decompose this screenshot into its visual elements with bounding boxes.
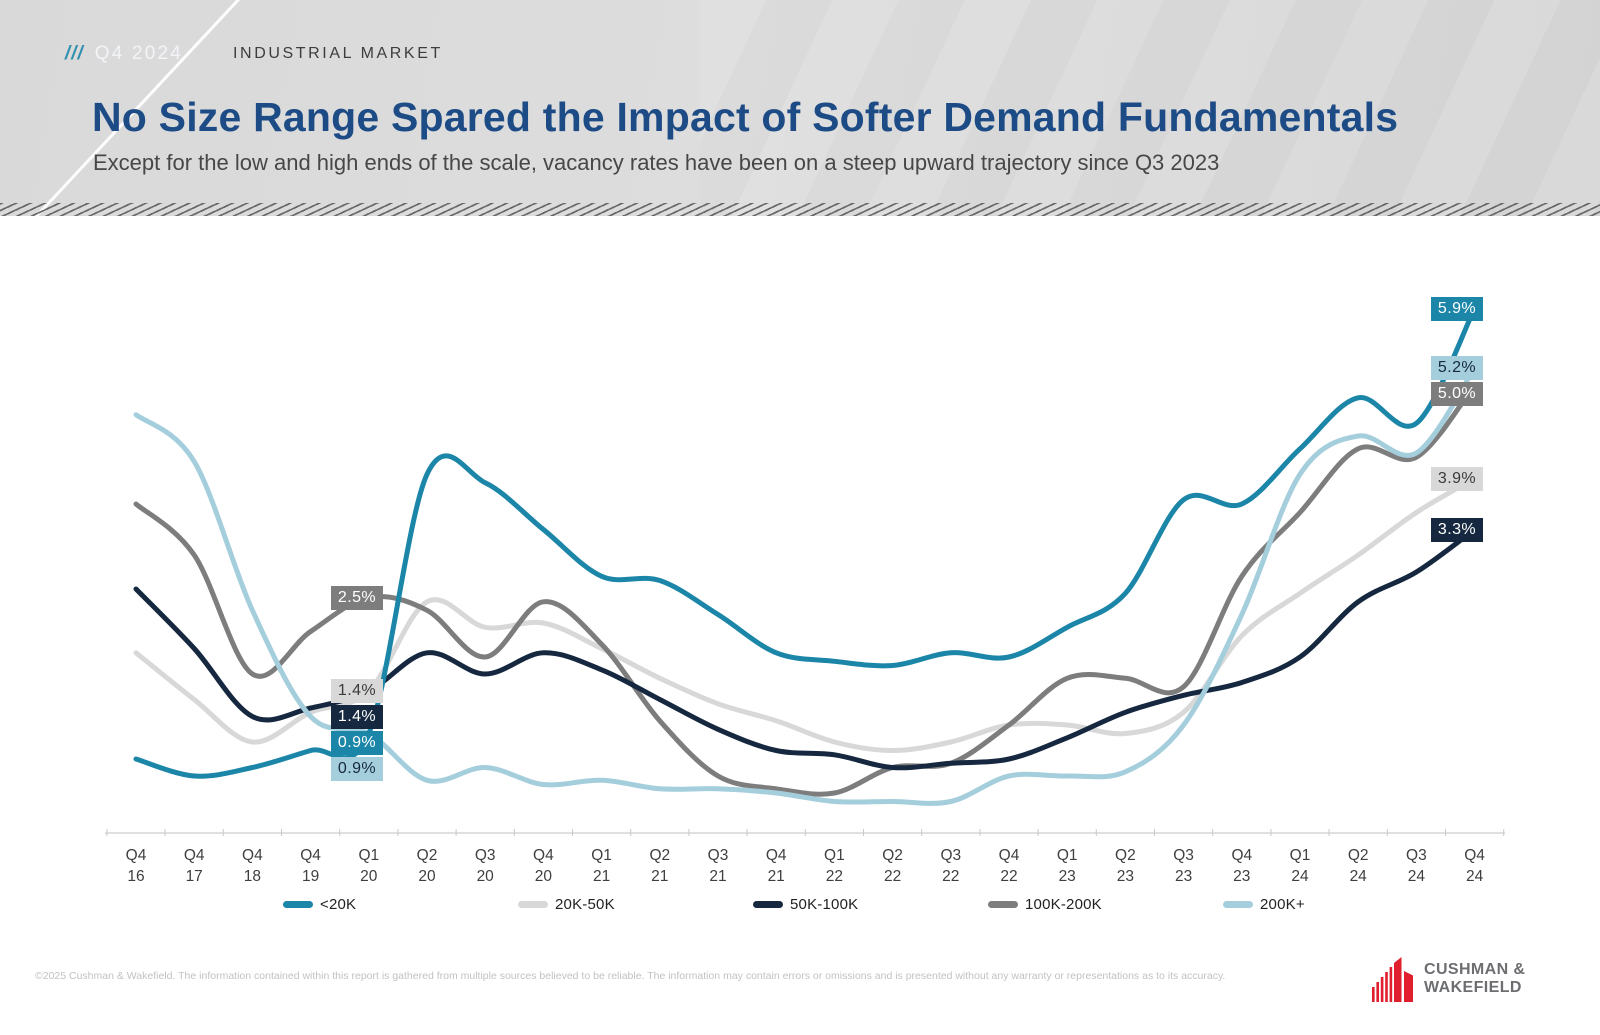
x-axis-label-q4-20: Q4 20 [533,847,554,885]
start-value-label-100k-200k: 2.5% [330,585,383,610]
header: /// Q4 2024 INDUSTRIAL MARKET No Size Ra… [0,0,1600,216]
badge-quarter-label: Q4 2024 [94,43,184,64]
start-value-label-20k: 0.9% [330,731,383,755]
x-axis-label-q3-24: Q3 24 [1406,847,1427,885]
x-axis-label-q4-24: Q4 24 [1464,847,1485,885]
start-value-label-20k-50k: 1.4% [330,679,383,703]
x-axis-label-q4-21: Q4 21 [765,847,787,885]
x-axis-label-q1-24: Q1 24 [1289,847,1311,885]
x-axis-label-q3-20: Q3 20 [474,847,496,885]
start-value-label-200kplus: 0.9% [330,757,383,781]
x-axis-label-q3-21: Q3 21 [707,847,729,885]
legend-swatch-20k [283,900,313,908]
legend-item-100k-200k: 100K-200K [988,893,1102,915]
start-value-label-50k-100k: 1.4% [330,705,383,729]
x-axis-label-q3-22: Q3 22 [940,847,962,885]
x-axis-label-q3-23: Q3 23 [1173,847,1194,885]
end-value-label-20k-50k: 3.9% [1430,466,1483,491]
legend-label-100k-200k: 100K-200K [1025,895,1102,913]
cw-logo-wordmark: CUSHMAN & WAKEFIELD [1424,961,1525,998]
page-subtitle: Except for the low and high ends of the … [93,150,1220,175]
x-axis-label-q4-23: Q4 23 [1231,847,1253,885]
hatched-divider [0,203,1600,216]
x-axis-label-q2-20: Q2 20 [416,847,438,885]
x-axis-label-q2-24: Q2 24 [1347,847,1369,885]
legend-label-50k-100k: 50K-100K [790,895,859,913]
x-axis-ticks [106,829,1505,836]
x-axis-label-q4-22: Q4 22 [998,847,1020,885]
legend-label-20k: <20K [320,895,357,913]
x-axis-label-q4-17: Q4 17 [183,847,205,885]
cw-building-icon [1372,957,1413,1002]
end-value-label-100k-200k: 5.0% [1430,382,1483,406]
x-axis-label-q4-16: Q4 16 [125,847,147,885]
x-axis-label-q2-21: Q2 21 [649,847,671,885]
x-axis-label-q2-22: Q2 22 [882,847,903,885]
legend-item-200kplus: 200K+ [1223,893,1305,915]
legend-item-20k-50k: 20K-50K [518,893,615,915]
x-axis-label-q1-22: Q1 22 [824,847,845,885]
legend-swatch-100k-200k [988,900,1018,908]
page-title: No Size Range Spared the Impact of Softe… [92,94,1399,140]
x-axis-label-q2-23: Q2 23 [1115,847,1136,885]
end-value-label-50k-100k: 3.3% [1430,517,1483,542]
legend-item-50k-100k: 50K-100K [753,893,858,915]
badge-slashes-icon: /// [64,43,84,64]
legend-item-20k: <20K [283,893,356,915]
legend-label-20k-50k: 20K-50K [555,895,615,913]
x-axis-label-q1-20: Q1 20 [358,847,380,885]
x-axis-label-q1-23: Q1 23 [1056,847,1078,885]
cw-logo-line2: WAKEFIELD [1424,979,1522,996]
header-texture [700,0,1600,216]
x-axis-label-q1-21: Q1 21 [591,847,612,885]
x-axis-label-q4-19: Q4 19 [300,847,321,885]
cw-logo-line1: CUSHMAN & [1424,960,1526,978]
legend-swatch-50k-100k [753,900,783,908]
report-quarter-badge: /// Q4 2024 [28,30,220,78]
legend-label-200kplus: 200K+ [1260,895,1305,913]
legend-swatch-200kplus [1223,900,1253,908]
end-value-label-20k: 5.9% [1430,296,1483,321]
footer-disclaimer: ©2025 Cushman & Wakefield. The informati… [35,970,1226,982]
end-value-label-200kplus: 5.2% [1430,356,1483,380]
legend-swatch-20k-50k [518,900,548,908]
x-axis-label-q4-18: Q4 18 [242,847,263,885]
cushman-wakefield-logo: CUSHMAN & WAKEFIELD [1372,956,1525,1002]
market-eyebrow: INDUSTRIAL MARKET [233,45,443,62]
series-line-200kplus [133,365,1478,806]
